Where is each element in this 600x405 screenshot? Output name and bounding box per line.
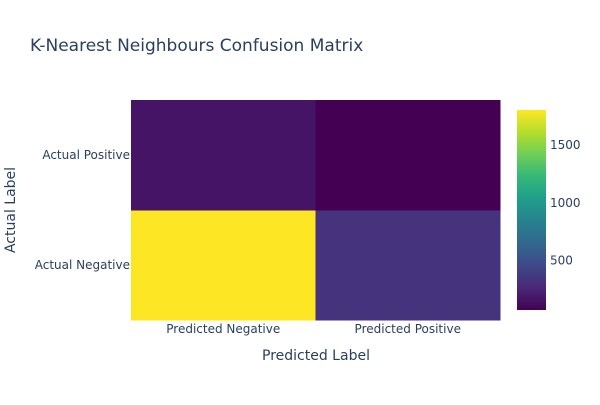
x-axis-ticks: Predicted Negative Predicted Positive [166,322,461,336]
colorbar-tick-label: 1500 [550,138,581,152]
heatmap-cell [315,210,501,321]
x-tick-label: Predicted Positive [355,322,461,336]
y-tick-label: Actual Negative [35,258,130,272]
y-axis-title: Actual Label [3,167,19,253]
colorbar [517,110,546,310]
y-axis-ticks: Actual Negative Actual Positive [35,148,130,272]
heatmap-cell [131,100,316,211]
x-tick-label: Predicted Negative [166,322,280,336]
heatmap-cell [131,210,316,321]
y-tick-label: Actual Positive [42,148,130,162]
colorbar-ticks: 500 1000 1500 [550,138,581,268]
colorbar-tick-label: 1000 [550,196,581,210]
heatmap-cells [131,100,501,321]
colorbar-tick-label: 500 [550,254,573,268]
heatmap-cell [315,100,501,211]
x-axis-title: Predicted Label [262,348,370,364]
chart-title: K-Nearest Neighbours Confusion Matrix [30,36,363,56]
